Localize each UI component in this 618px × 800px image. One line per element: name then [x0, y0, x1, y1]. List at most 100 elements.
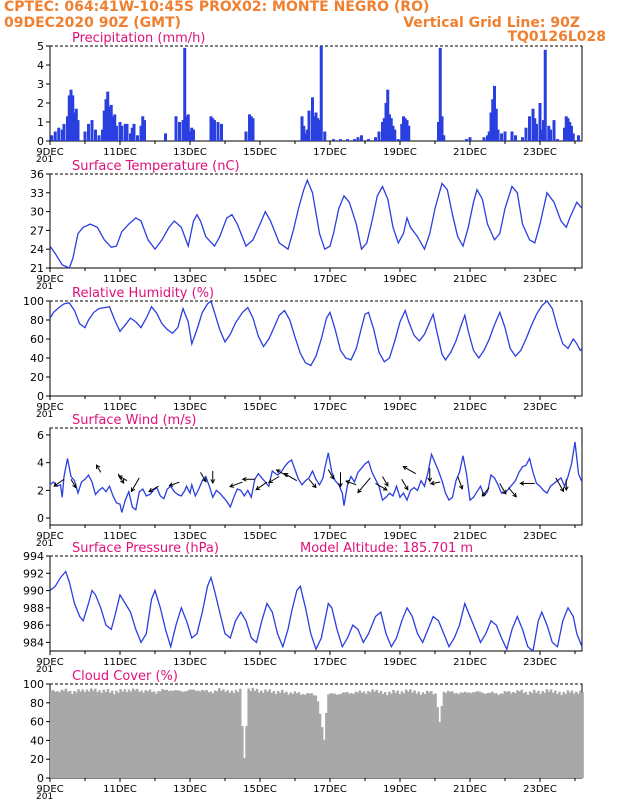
cloud-cover-bar: [56, 691, 59, 778]
cloud-cover-bar: [205, 689, 208, 778]
wind-arrow-head: [95, 464, 101, 470]
precip-bar: [67, 95, 71, 141]
cloud-cover-bar: [85, 689, 89, 778]
precip-bar: [174, 116, 178, 141]
cloud-cover-bar: [134, 690, 137, 778]
x-tick-label: 15DEC: [243, 147, 277, 158]
cloud-cover-bar: [367, 691, 370, 778]
cloud-cover-bar: [558, 691, 561, 778]
cloud-cover-bar: [388, 691, 391, 778]
cloud-cover-bar: [119, 689, 122, 778]
x-tick-label: 13DEC: [173, 402, 207, 413]
x-tick-label: 19DEC: [383, 784, 417, 795]
cloud-cover-bar: [295, 693, 299, 778]
precip-bar: [300, 116, 304, 141]
chart-header: CPTEC: 064:41W-10:45S PROX02: MONTE NEGR…: [0, 0, 618, 48]
cloud-cover-bar: [100, 693, 103, 778]
cloud-cover-bar: [476, 691, 479, 778]
wind-arrow-head: [255, 485, 261, 491]
wind-arrow-head: [357, 488, 362, 494]
precip-bar: [178, 122, 181, 141]
wind-arrow-shaft: [382, 476, 389, 487]
cloud-cover-bar: [465, 692, 469, 778]
cloud-cover-bar: [127, 689, 131, 778]
station-line: CPTEC: 064:41W-10:45S PROX02: MONTE NEGR…: [4, 0, 430, 15]
cloud-cover-bar: [62, 690, 66, 778]
cloud-cover-bar: [432, 694, 435, 778]
x-tick-label: 9DEC: [36, 147, 63, 158]
wind-arrow-head: [502, 489, 507, 495]
cloud-cover-bar: [289, 692, 292, 778]
wind-arrow-shaft: [70, 479, 77, 488]
precip-bar: [437, 122, 440, 141]
wind-arrow-shaft: [284, 473, 297, 482]
wind-arrow-shaft: [375, 482, 388, 491]
cloud-cover-bar: [577, 693, 580, 778]
precip-bar: [307, 110, 311, 141]
wind-arrow-shaft: [308, 478, 317, 488]
cloud-cover-bar: [203, 690, 206, 778]
y-tick-label: 40: [30, 734, 44, 747]
cloud-cover-bar: [87, 691, 91, 778]
precip-bar: [53, 131, 57, 141]
precip-bar: [535, 123, 538, 141]
wind-arrow-shaft: [131, 477, 140, 492]
cloud-cover-bar: [474, 691, 477, 778]
cloud-cover-bar: [362, 691, 366, 778]
cloud-cover-bar: [144, 690, 147, 778]
wind-arrow-head: [229, 483, 235, 488]
cloud-cover-bar: [92, 690, 95, 778]
cloud-cover-bar: [373, 691, 376, 778]
precip-bar: [120, 125, 124, 141]
y-tick-label: 27: [30, 224, 44, 237]
panel-title: Precipitation (mm/h): [72, 31, 205, 46]
cloud-cover-bar: [117, 692, 120, 778]
cloud-cover-bar: [459, 692, 462, 778]
cloud-cover-bar: [140, 690, 143, 778]
cloud-cover-bar: [201, 689, 204, 778]
precip-bar: [393, 129, 397, 141]
wind-arrow-head: [168, 482, 174, 487]
precip-bar: [213, 120, 216, 141]
cloud-cover-bar: [281, 689, 284, 778]
precip-bar: [104, 99, 108, 141]
wind-arrow-head: [458, 484, 464, 490]
wind-arrow-shaft: [53, 478, 65, 487]
precip-bar: [312, 116, 316, 141]
precip-bar: [510, 131, 514, 141]
cloud-cover-bar: [507, 690, 511, 778]
cloud-cover-bar: [566, 690, 570, 778]
precip-bar: [111, 116, 115, 141]
x-tick-label: 11DEC: [103, 147, 137, 158]
cloud-cover-bar: [421, 692, 425, 778]
x-tick-label: 17DEC: [313, 147, 347, 158]
cloud-cover-bar: [194, 690, 198, 778]
wind-arrow-shaft: [268, 476, 280, 483]
y-tick-label: 20: [30, 753, 44, 766]
cloud-cover-bar: [451, 691, 454, 778]
precip-bar: [123, 123, 127, 141]
cloud-cover-bar: [306, 693, 309, 778]
cloud-cover-bar: [171, 690, 175, 778]
y-tick-label: 0: [37, 512, 44, 525]
cloud-cover-bar: [396, 690, 399, 778]
cloud-cover-bar: [568, 692, 572, 778]
precip-bar: [540, 129, 544, 141]
y-tick-label: 4: [37, 457, 44, 470]
cloud-cover-bar: [453, 693, 456, 778]
model-altitude-label: Model Altitude: 185.701 m: [300, 541, 473, 556]
cloud-cover-bar: [283, 693, 286, 778]
wind-arrow-head: [202, 477, 207, 483]
precip-bar: [190, 127, 194, 141]
cloud-cover-bar: [199, 691, 202, 778]
cloud-cover-bar: [470, 693, 473, 778]
cloud-cover-bar: [94, 688, 97, 778]
panel-frame: [49, 427, 583, 526]
y-tick-label: 40: [30, 352, 44, 365]
cloud-cover-bar: [247, 688, 250, 778]
panel-title: Surface Pressure (hPa): [72, 541, 219, 556]
y-tick-label: 100: [23, 295, 44, 308]
wind-arrow-head: [404, 485, 409, 491]
cloud-cover-bar: [268, 689, 271, 778]
